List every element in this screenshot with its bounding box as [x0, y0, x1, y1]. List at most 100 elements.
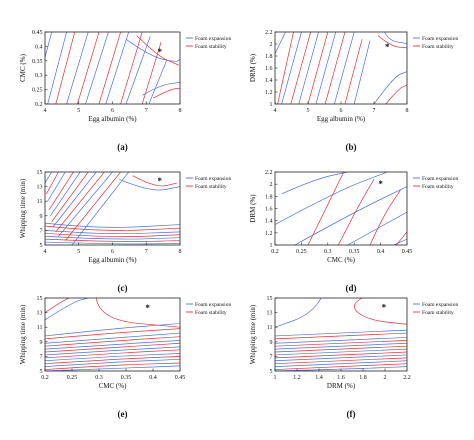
x-tick-label: 0.25 [296, 249, 307, 255]
foam-stability-contour [45, 298, 70, 313]
foam-expansion-contour [47, 172, 66, 202]
legend-label: Foam stability [422, 44, 454, 50]
foam-expansion-contour [45, 222, 180, 228]
foam-expansion-contour [334, 32, 355, 104]
x-axis-label: CMC (%) [99, 382, 127, 390]
y-tick-label: 15 [37, 170, 43, 176]
foam-expansion-contour [50, 172, 81, 216]
legend-label: Foam expansion [195, 36, 231, 42]
foam-expansion-contour [142, 82, 180, 96]
foam-expansion-contour [298, 32, 319, 104]
foam-expansion-contour [275, 337, 407, 344]
foam-stability-contour [45, 232, 180, 237]
x-tick-label: 7 [373, 108, 376, 114]
foam-stability-contour [369, 190, 401, 245]
y-tick-label: 2.2 [265, 30, 273, 36]
x-tick-label: 0.3 [324, 249, 332, 255]
foam-expansion-contour [45, 365, 180, 371]
y-axis-label: CMC (%) [19, 53, 27, 81]
foam-expansion-contour [393, 238, 407, 245]
x-axis-label: Egg albumin (%) [88, 115, 137, 123]
legend-label: Foam expansion [195, 302, 231, 308]
foam-expansion-contour [275, 329, 407, 337]
x-tick-label: 1.6 [337, 375, 345, 381]
y-tick-label: 9 [40, 214, 43, 220]
legend-label: Foam stability [195, 310, 227, 316]
foam-stability-contour [338, 179, 375, 245]
foam-stability-contour [152, 87, 180, 99]
x-tick-label: 5 [77, 249, 80, 255]
x-axis-label: Egg albumin (%) [88, 256, 137, 264]
foam-expansion-contour [105, 32, 130, 104]
foam-expansion-contour [275, 32, 286, 54]
foam-stability-contour [45, 356, 180, 365]
foam-stability-contour [396, 231, 407, 245]
foam-stability-contour [275, 332, 407, 340]
foam-stability-contour [45, 342, 180, 353]
x-tick-label: 8 [406, 108, 409, 114]
x-tick-label: 5 [307, 108, 310, 114]
legend-label: Foam stability [195, 44, 227, 50]
legend-label: Foam expansion [422, 36, 458, 42]
foam-expansion-contour [45, 358, 180, 367]
foam-stability-contour [95, 298, 180, 328]
y-tick-label: 13 [267, 311, 273, 317]
x-tick-label: 4 [44, 108, 47, 114]
panel-label: (f) [347, 409, 356, 419]
y-tick-label: 0.2 [35, 102, 43, 108]
legend-label: Foam stability [422, 184, 454, 190]
panel-label: (c) [118, 283, 128, 293]
foam-stability-contour [45, 225, 180, 231]
foam-stability-contour [275, 339, 407, 347]
foam-stability-contour [46, 172, 59, 195]
x-tick-label: 0.35 [121, 375, 132, 381]
foam-expansion-contour [347, 211, 407, 245]
x-tick-label: 1.4 [315, 375, 323, 381]
foam-stability-contour [275, 363, 407, 370]
y-tick-label: 7 [40, 354, 43, 360]
x-tick-label: 6 [111, 108, 114, 114]
foam-stability-contour [64, 172, 121, 241]
x-tick-label: 2 [384, 375, 387, 381]
foam-expansion-contour [45, 32, 53, 58]
foam-stability-contour [45, 238, 180, 242]
foam-expansion-contour [45, 241, 180, 245]
y-tick-label: 11 [267, 325, 273, 331]
x-tick-label: 0.35 [349, 249, 360, 255]
y-tick-label: 13 [37, 311, 43, 317]
y-tick-label: 13 [37, 185, 43, 191]
plot-frame [44, 297, 181, 372]
foam-stability-contour [290, 32, 311, 104]
x-tick-label: 8 [179, 249, 182, 255]
panel-label: (b) [346, 142, 357, 152]
foam-expansion-contour [275, 348, 407, 356]
foam-stability-contour [385, 84, 407, 104]
foam-expansion-contour [275, 360, 407, 367]
legend-label: Foam stability [195, 184, 227, 190]
x-tick-label: 0.3 [95, 375, 103, 381]
legend-label: Foam expansion [195, 176, 231, 182]
foam-stability-contour [275, 345, 407, 353]
foam-expansion-contour [315, 32, 337, 104]
foam-expansion-contour [119, 178, 180, 191]
x-tick-label: 1.8 [359, 375, 367, 381]
optimum-star-marker: * [158, 47, 163, 57]
y-tick-label: 0.45 [32, 30, 43, 36]
legend-label: Foam stability [422, 310, 454, 316]
foam-expansion-contour [45, 353, 180, 362]
foam-expansion-contour [275, 172, 388, 225]
optimum-star-marker: * [378, 179, 383, 189]
foam-stability-contour [132, 175, 178, 187]
foam-stability-contour [141, 41, 162, 104]
optimum-star-marker: * [145, 303, 150, 313]
foam-expansion-contour [45, 235, 180, 240]
plot-frame [274, 171, 408, 246]
foam-stability-contour [45, 336, 180, 347]
x-tick-label: 5 [77, 108, 80, 114]
foam-stability-contour [51, 172, 89, 222]
panel-6: 1 1.2 1.4 1.6 1.8 2 2.2 5 7 9 11 13 15 DRM (%) Whippin… [249, 296, 458, 419]
panel-1: 4 5 6 7 8 0.2 0.25 0.3 0.35 0.4 0.45 Egg albumin (%… [19, 30, 231, 152]
x-tick-label: 0.4 [149, 375, 157, 381]
